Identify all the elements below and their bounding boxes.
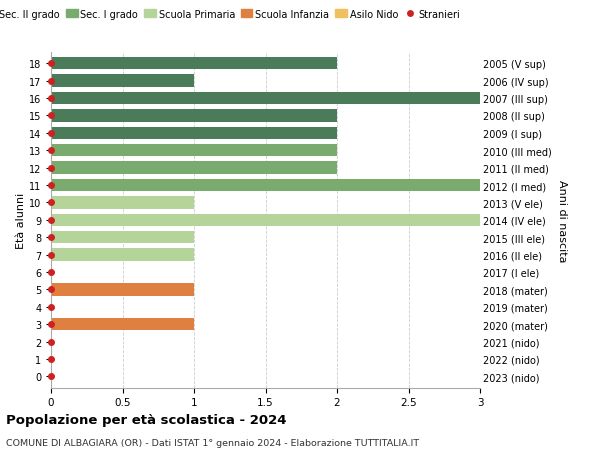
Bar [51,75,194,88]
Bar [51,197,194,209]
Bar [51,162,337,174]
Bar [51,214,480,227]
Text: Popolazione per età scolastica - 2024: Popolazione per età scolastica - 2024 [6,413,287,426]
Y-axis label: Anni di nascita: Anni di nascita [557,179,567,262]
Bar [51,249,194,261]
Bar [51,231,194,244]
Text: COMUNE DI ALBAGIARA (OR) - Dati ISTAT 1° gennaio 2024 - Elaborazione TUTTITALIA.: COMUNE DI ALBAGIARA (OR) - Dati ISTAT 1°… [6,438,419,448]
Bar [51,145,337,157]
Bar [51,179,480,192]
Legend: Sec. II grado, Sec. I grado, Scuola Primaria, Scuola Infanzia, Asilo Nido, Stran: Sec. II grado, Sec. I grado, Scuola Prim… [0,6,464,23]
Y-axis label: Età alunni: Età alunni [16,192,26,248]
Bar [51,93,480,105]
Bar [51,110,337,123]
Bar [51,58,337,70]
Bar [51,318,194,331]
Bar [51,284,194,296]
Bar [51,127,337,140]
